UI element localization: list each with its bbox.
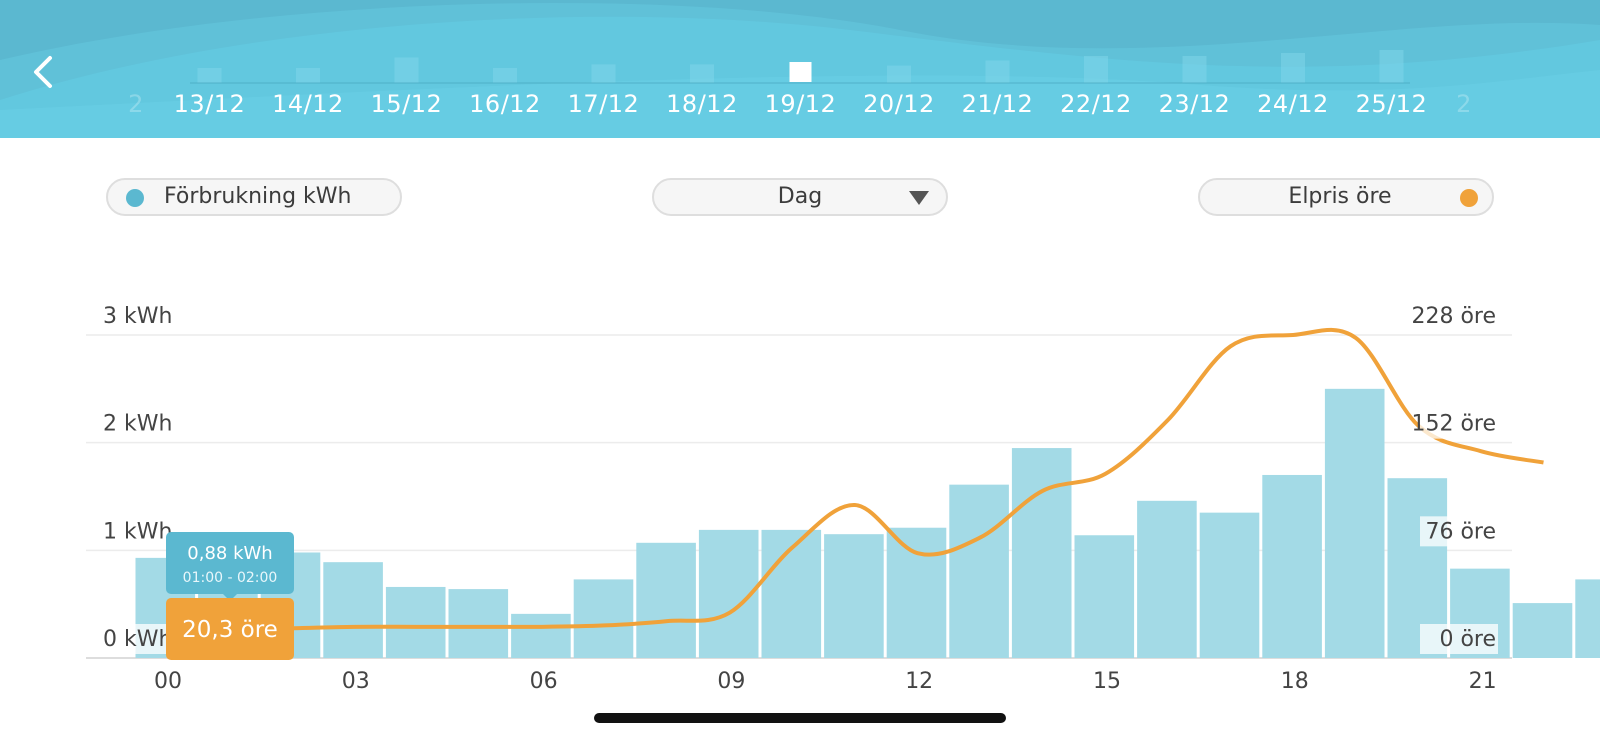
consumption-bar-11[interactable] bbox=[824, 534, 884, 658]
header-waves bbox=[0, 2, 1600, 138]
left-axis-label-bg bbox=[100, 516, 176, 547]
tooltip-price: 20,3 öre bbox=[182, 617, 278, 643]
date-header: 2 13/12 14/12 15/12 16/12 17/12 18/12 19/12 20/1… bbox=[0, 0, 1600, 138]
date-item-3[interactable]: 15/12 bbox=[370, 90, 443, 118]
consumption-bar-4[interactable] bbox=[385, 586, 446, 658]
right-axis-label: 0 öre bbox=[1439, 627, 1496, 652]
date-item-13[interactable]: 25/12 bbox=[1355, 90, 1428, 118]
consumption-bar-3[interactable] bbox=[323, 562, 383, 658]
x-tick-label: 06 bbox=[530, 669, 558, 694]
date-item-11[interactable]: 23/12 bbox=[1158, 90, 1231, 118]
date-selector[interactable]: 2 13/12 14/12 15/12 16/12 17/12 18/12 19/12 20/1… bbox=[0, 90, 1600, 130]
date-bar-8 bbox=[887, 65, 911, 83]
date-item-10[interactable]: 22/12 bbox=[1060, 90, 1132, 118]
date-bar-5 bbox=[591, 64, 616, 83]
x-tick-label: 12 bbox=[905, 669, 933, 694]
date-bar-1 bbox=[197, 68, 222, 83]
tooltip-pointer bbox=[223, 594, 237, 601]
x-tick-label: 09 bbox=[717, 669, 745, 694]
date-item-7[interactable]: 19/12 bbox=[764, 90, 837, 118]
date-item-9[interactable]: 21/12 bbox=[961, 90, 1034, 118]
chevron-left-icon bbox=[34, 56, 52, 88]
left-axis-label: 0 kWh bbox=[103, 627, 172, 652]
date-bar-11 bbox=[1182, 56, 1207, 83]
consumption-dot-icon bbox=[126, 189, 144, 207]
consumption-bar-18[interactable] bbox=[1262, 474, 1322, 658]
date-item-14[interactable]: 2 bbox=[1456, 90, 1472, 118]
consumption-bar-10[interactable] bbox=[761, 529, 822, 658]
left-axis-label-bg bbox=[100, 408, 176, 439]
period-select-value: Dag bbox=[777, 184, 823, 209]
right-axis-label-bg bbox=[1420, 624, 1498, 654]
dropdown-triangle-icon bbox=[909, 191, 929, 205]
tooltip-kwh-box bbox=[166, 532, 294, 594]
right-axis-label: 228 öre bbox=[1411, 304, 1496, 329]
right-axis-label-bg bbox=[1420, 516, 1498, 547]
date-item-2[interactable]: 14/12 bbox=[272, 90, 344, 118]
date-item-1[interactable]: 13/12 bbox=[173, 90, 246, 118]
date-item-5[interactable]: 17/12 bbox=[567, 90, 640, 118]
back-button[interactable] bbox=[28, 52, 62, 92]
price-line bbox=[166, 327, 1544, 635]
selected-date-marker bbox=[789, 62, 812, 82]
right-axis-label-bg bbox=[1420, 408, 1498, 439]
date-item-8[interactable]: 20/12 bbox=[863, 90, 935, 118]
selection-tooltip[interactable]: 0,88 kWh 01:00 - 02:00 20,3 öre bbox=[166, 532, 294, 660]
date-item-0[interactable]: 2 bbox=[128, 90, 144, 118]
consumption-bar-6[interactable] bbox=[511, 613, 571, 658]
date-item-4[interactable]: 16/12 bbox=[469, 90, 541, 118]
date-bar-4 bbox=[493, 68, 517, 83]
left-axis-label: 1 kWh bbox=[103, 519, 172, 544]
consumption-bar-7[interactable] bbox=[573, 579, 634, 658]
date-bar-12 bbox=[1281, 53, 1305, 83]
date-bar-2 bbox=[296, 68, 320, 83]
consumption-legend-label: Förbrukning kWh bbox=[164, 184, 352, 209]
period-select[interactable]: Dag bbox=[652, 178, 948, 216]
home-indicator bbox=[594, 713, 1006, 723]
right-axis-label: 152 öre bbox=[1411, 412, 1496, 437]
consumption-legend-toggle[interactable]: Förbrukning kWh bbox=[106, 178, 402, 216]
consumption-bar-16[interactable] bbox=[1137, 500, 1197, 658]
consumption-bar-12[interactable] bbox=[886, 527, 947, 658]
consumption-bar-22[interactable] bbox=[1512, 603, 1573, 658]
consumption-bar-8[interactable] bbox=[636, 542, 696, 658]
date-bar-13 bbox=[1379, 50, 1404, 83]
tooltip-kwh: 0,88 kWh bbox=[187, 543, 272, 564]
tooltip-time: 01:00 - 02:00 bbox=[183, 570, 278, 586]
left-axis-label: 3 kWh bbox=[103, 304, 172, 329]
x-tick-label: 18 bbox=[1281, 669, 1309, 694]
date-consumption-bars bbox=[190, 50, 1410, 84]
price-legend-label: Elpris öre bbox=[1288, 184, 1392, 209]
x-tick-label: 03 bbox=[342, 669, 370, 694]
x-tick-label: 21 bbox=[1469, 669, 1497, 694]
x-tick-label: 00 bbox=[154, 669, 182, 694]
tooltip-price-box bbox=[166, 598, 294, 660]
date-bar-10 bbox=[1084, 56, 1108, 83]
consumption-bar-19[interactable] bbox=[1324, 388, 1385, 658]
consumption-bar-14[interactable] bbox=[1011, 448, 1072, 658]
consumption-bar-17[interactable] bbox=[1199, 512, 1260, 658]
date-item-6[interactable]: 18/12 bbox=[666, 90, 738, 118]
date-bar-9 bbox=[985, 60, 1010, 83]
date-item-12[interactable]: 24/12 bbox=[1257, 90, 1329, 118]
consumption-bar-23[interactable] bbox=[1575, 579, 1600, 658]
date-bar-3 bbox=[394, 57, 419, 83]
price-dot-icon bbox=[1460, 189, 1478, 207]
date-bar-6 bbox=[690, 64, 714, 83]
consumption-bar-15[interactable] bbox=[1074, 535, 1135, 658]
consumption-bar-5[interactable] bbox=[448, 589, 509, 658]
x-tick-label: 15 bbox=[1093, 669, 1121, 694]
left-axis-label-bg bbox=[100, 624, 176, 654]
consumption-bar-13[interactable] bbox=[949, 484, 1009, 658]
left-axis-label: 2 kWh bbox=[103, 412, 172, 437]
wave-front bbox=[0, 70, 1600, 138]
price-legend-toggle[interactable]: Elpris öre bbox=[1198, 178, 1494, 216]
right-axis-label: 76 öre bbox=[1425, 519, 1496, 544]
